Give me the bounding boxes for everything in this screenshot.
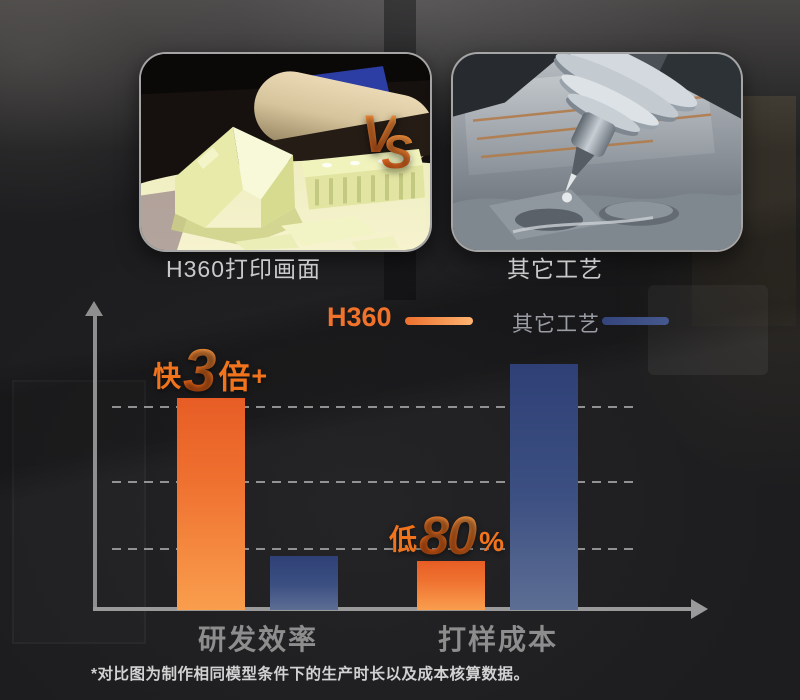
category-rd-efficiency: 研发效率 bbox=[197, 624, 318, 655]
photo-h360-print bbox=[139, 52, 432, 252]
y-axis bbox=[93, 315, 97, 610]
gridline bbox=[112, 406, 636, 408]
annotation-suffix: 倍 bbox=[218, 358, 251, 395]
annotation-3x-faster: 快 3 倍 + bbox=[153, 340, 268, 400]
legend-other-label: 其它工艺 bbox=[512, 313, 600, 336]
annotation-80pct-lower: 低 80 % bbox=[389, 508, 504, 562]
vs-badge: VS bbox=[361, 105, 428, 175]
legend-h360-label: H360 bbox=[327, 302, 392, 332]
bar-h360-sample-cost bbox=[417, 560, 485, 610]
cnc-machine-illustration bbox=[453, 54, 741, 250]
background-machine-left bbox=[12, 380, 146, 644]
annotation-value: 80 bbox=[417, 508, 479, 562]
category-sample-cost: 打样成本 bbox=[437, 624, 558, 655]
photo-other-process bbox=[451, 52, 743, 252]
x-axis bbox=[93, 607, 693, 611]
background-machine-right bbox=[648, 285, 768, 375]
annotation-suffix: % bbox=[479, 525, 504, 557]
printed-models-illustration bbox=[141, 54, 430, 250]
caption-h360-print: H360打印画面 bbox=[166, 256, 321, 282]
annotation-prefix: 低 bbox=[389, 523, 418, 555]
bar-h360-rd-efficiency bbox=[177, 397, 245, 610]
legend-other-swatch bbox=[602, 317, 669, 325]
bar-other-rd-efficiency bbox=[270, 555, 338, 610]
caption-other-process: 其它工艺 bbox=[507, 256, 603, 282]
x-axis-arrow-icon bbox=[691, 599, 708, 619]
vs-letter-s: S bbox=[381, 125, 413, 178]
annotation-value: 3 bbox=[181, 340, 218, 400]
vs-letter-v: V bbox=[361, 105, 397, 164]
footnote: *对比图为制作相同模型条件下的生产时长以及成本核算数据。 bbox=[91, 666, 530, 683]
legend-h360-swatch bbox=[405, 317, 473, 325]
bar-other-sample-cost bbox=[510, 364, 578, 610]
annotation-prefix: 快 bbox=[153, 360, 182, 392]
gridline bbox=[112, 548, 636, 551]
annotation-plus: + bbox=[251, 360, 268, 391]
y-axis-arrow-icon bbox=[85, 301, 103, 316]
bar-chart: 快 3 倍 + 低 80 % 研发效率 打样成本 bbox=[85, 301, 720, 655]
gridline bbox=[112, 480, 636, 483]
